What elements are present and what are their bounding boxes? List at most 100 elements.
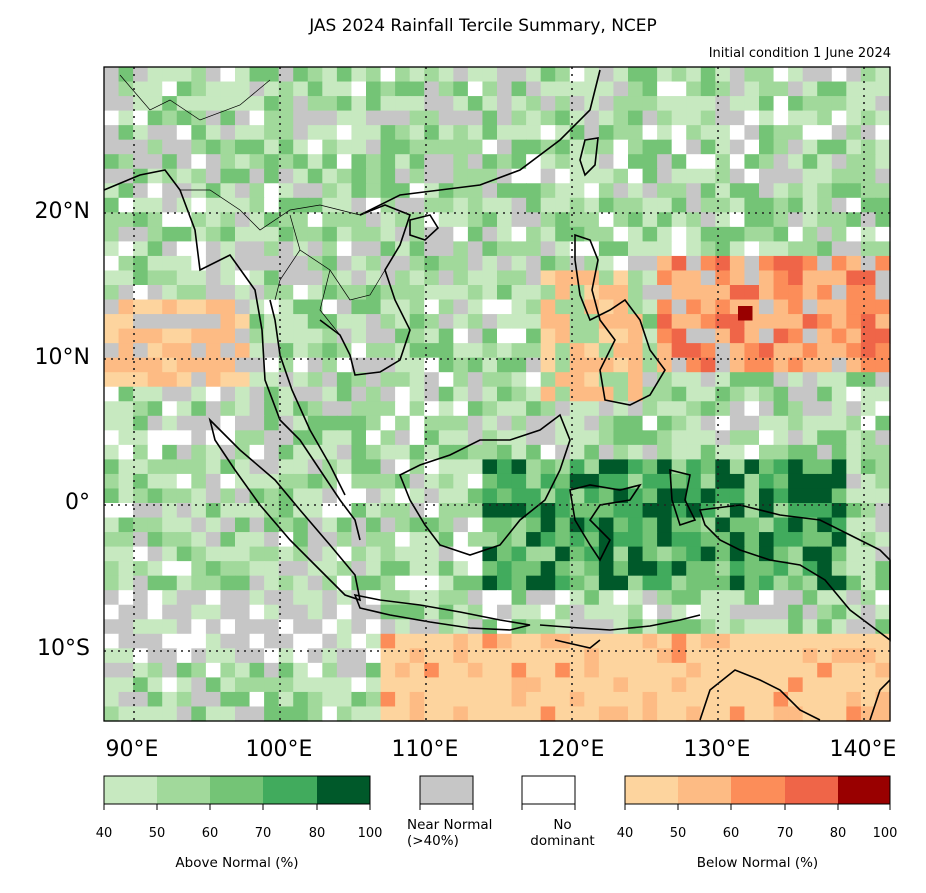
grid-cell <box>336 110 353 126</box>
grid-cell <box>322 473 338 490</box>
grid-cell <box>671 328 687 344</box>
grid-cell <box>424 110 440 126</box>
grid-cell <box>220 125 236 141</box>
grid-cell <box>744 590 760 606</box>
grid-cell <box>235 590 251 606</box>
grid-cell <box>540 67 556 83</box>
grid-cell <box>642 619 658 635</box>
grid-cell <box>773 299 789 315</box>
grid-cell <box>438 96 454 112</box>
grid-cell <box>366 488 382 504</box>
grid-cell <box>788 183 804 199</box>
grid-cell <box>657 444 673 460</box>
grid-cell <box>235 328 251 344</box>
grid-cell <box>729 270 746 286</box>
grid-cell <box>104 590 120 606</box>
grid-cell <box>846 241 862 257</box>
grid-cell <box>802 328 818 344</box>
grid-cell <box>686 212 702 228</box>
grid-cell <box>860 357 877 373</box>
grid-cell <box>802 706 818 722</box>
grid-cell <box>366 125 382 141</box>
grid-cell <box>235 197 251 213</box>
grid-cell <box>482 430 498 446</box>
grid-cell <box>540 168 556 184</box>
grid-cell <box>875 633 891 649</box>
grid-cell <box>395 357 411 373</box>
grid-cell <box>307 197 323 213</box>
grid-cell <box>817 154 833 170</box>
grid-cell <box>293 473 309 490</box>
grid-cell <box>628 401 644 417</box>
grid-cell <box>162 648 178 664</box>
grid-cell <box>540 619 556 635</box>
grid-cell <box>657 357 673 373</box>
grid-cell <box>453 662 469 678</box>
grid-cell <box>235 168 251 184</box>
grid-cell <box>773 401 789 417</box>
grid-cell <box>293 532 309 548</box>
grid-cell <box>467 473 484 490</box>
grid-cell <box>759 633 775 649</box>
grid-cell <box>366 691 382 708</box>
grid-cell <box>613 197 629 213</box>
grid-cell <box>497 125 513 141</box>
grid-cell <box>409 81 425 97</box>
grid-cell <box>424 401 440 417</box>
grid-cell <box>293 255 309 272</box>
grid-cell <box>264 67 280 83</box>
grid-cell <box>744 139 760 155</box>
grid-cell <box>395 444 411 460</box>
grid-cell <box>438 357 454 373</box>
grid-cell <box>817 314 833 330</box>
grid-cell <box>773 139 789 155</box>
grid-cell <box>642 81 658 97</box>
grid-cell <box>453 343 469 359</box>
grid-cell <box>322 270 338 286</box>
grid-cell <box>205 575 222 591</box>
grid-cell <box>424 386 440 402</box>
grid-cell <box>191 619 207 635</box>
grid-cell <box>395 590 411 606</box>
grid-cell <box>322 241 338 257</box>
grid-cell <box>467 343 484 359</box>
grid-cell <box>497 255 513 272</box>
grid-cell <box>264 197 280 213</box>
grid-cell <box>788 517 804 533</box>
grid-cell <box>249 386 265 402</box>
grid-cell <box>351 662 367 678</box>
grid-cell <box>657 691 673 708</box>
grid-cell <box>118 401 134 417</box>
grid-cell <box>191 517 207 533</box>
grid-cell <box>511 648 527 664</box>
grid-cell <box>846 546 862 562</box>
grid-cell <box>220 662 236 678</box>
grid-cell <box>307 561 323 577</box>
grid-cell <box>526 662 542 678</box>
grid-cell <box>759 241 775 257</box>
grid-cell <box>264 212 280 228</box>
grid-cell <box>860 343 877 359</box>
grid-cell <box>278 473 294 490</box>
grid-cell <box>511 662 527 678</box>
grid-cell <box>700 299 716 315</box>
grid-cell <box>409 285 425 301</box>
grid-cell <box>540 343 556 359</box>
grid-cell <box>511 328 527 344</box>
grid-cell <box>831 328 847 344</box>
grid-cell <box>482 255 498 272</box>
grid-cell <box>846 81 862 97</box>
grid-cell <box>424 168 440 184</box>
grid-cell <box>118 706 134 722</box>
grid-cell <box>278 299 294 315</box>
grid-cell <box>104 67 120 83</box>
grid-cell <box>511 517 527 533</box>
grid-cell <box>482 459 498 475</box>
grid-cell <box>671 532 687 548</box>
grid-cell <box>438 154 454 170</box>
grid-cell <box>322 357 338 373</box>
grid-cell <box>744 96 760 112</box>
grid-cell <box>555 139 571 155</box>
grid-cell <box>511 343 527 359</box>
grid-cell <box>191 212 207 228</box>
